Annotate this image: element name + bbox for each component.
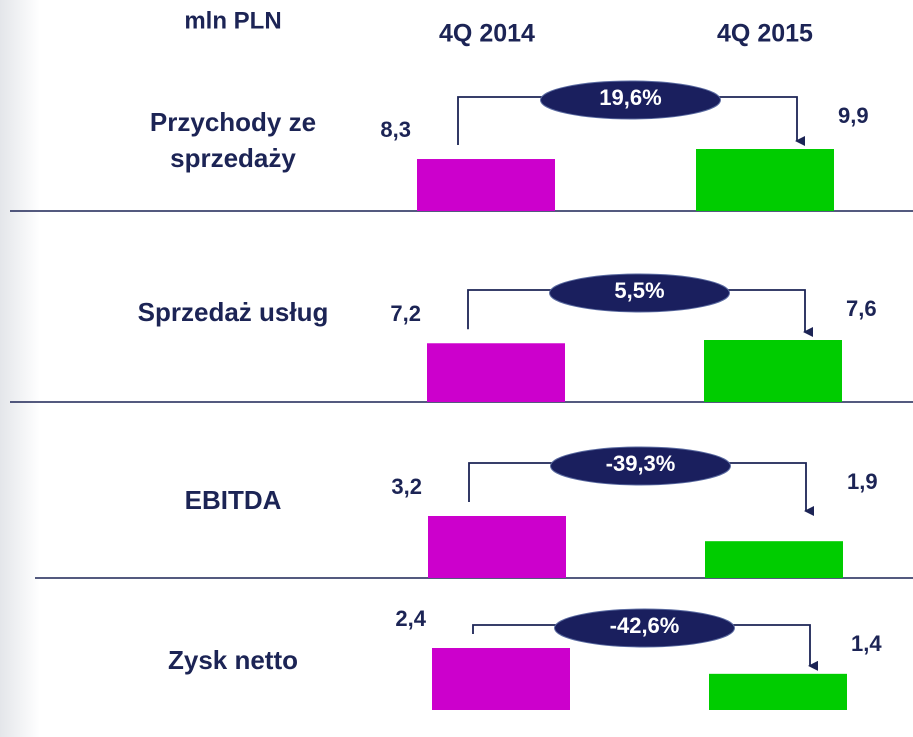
change-badge (549, 273, 730, 313)
value-label: 3,2 (391, 474, 422, 499)
row-label: EBITDA (184, 485, 282, 515)
change-badge (554, 608, 735, 648)
change-badge (540, 80, 721, 120)
value-label: 9,9 (838, 103, 869, 128)
change-badge (550, 446, 731, 486)
value-label: 8,3 (380, 117, 411, 142)
bar (705, 541, 843, 578)
bar (696, 149, 834, 211)
value-label: 1,9 (847, 469, 878, 494)
value-label: 7,6 (846, 296, 877, 321)
bar (709, 673, 847, 710)
bar (432, 648, 570, 710)
value-label: 1,4 (851, 631, 882, 656)
change-label: 5,5% (614, 278, 664, 303)
value-label: 2,4 (395, 606, 426, 631)
column-header: 4Q 2014 (439, 20, 535, 48)
row-label: Przychody ze sprzedaży (149, 107, 317, 173)
value-label: 7,2 (390, 301, 421, 326)
bar (704, 340, 842, 402)
bar (427, 343, 565, 402)
bar (417, 159, 555, 211)
unit-label: mln PLN (184, 7, 281, 34)
row-label: Sprzedaż usług (137, 297, 329, 327)
column-header: 4Q 2015 (717, 20, 813, 48)
change-label: -39,3% (606, 451, 676, 476)
change-label: -42,6% (610, 613, 680, 638)
bar (428, 516, 566, 578)
change-label: 19,6% (599, 85, 661, 110)
row-label: Zysk netto (167, 645, 299, 675)
